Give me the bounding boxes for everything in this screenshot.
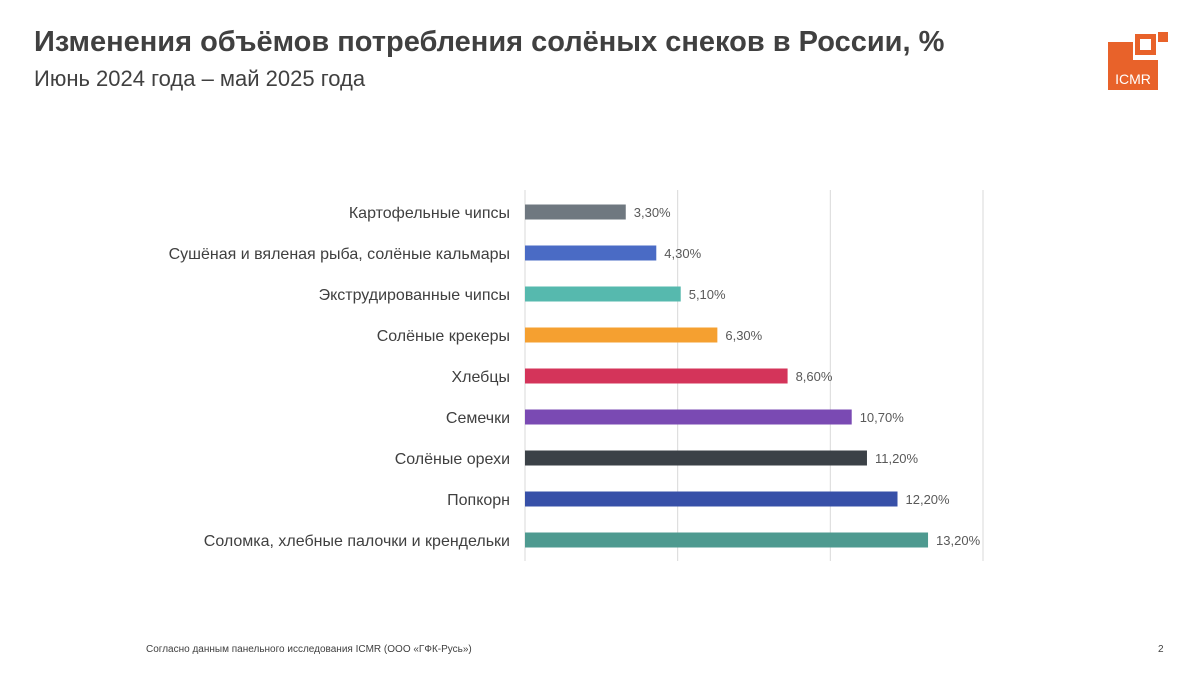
data-label: 3,30% xyxy=(634,205,671,220)
category-label: Экструдированные чипсы xyxy=(319,287,510,304)
data-label: 12,20% xyxy=(906,492,951,507)
bars xyxy=(525,204,929,548)
bar xyxy=(525,368,788,384)
category-label: Семечки xyxy=(446,410,510,427)
data-label: 13,20% xyxy=(936,533,981,548)
category-label: Картофельные чипсы xyxy=(349,205,510,222)
logo-square-small xyxy=(1158,32,1168,42)
data-label: 8,60% xyxy=(796,369,833,384)
bar xyxy=(525,532,929,548)
category-label: Солёные крекеры xyxy=(377,328,510,345)
page-subtitle: Июнь 2024 года – май 2025 года xyxy=(34,66,366,91)
category-label: Хлебцы xyxy=(451,369,510,386)
data-label: 10,70% xyxy=(860,410,905,425)
bar xyxy=(525,286,681,302)
footnote: Согласно данным панельного исследования … xyxy=(146,644,472,655)
data-label: 6,30% xyxy=(725,328,762,343)
category-labels: Картофельные чипсы Сушёная и вяленая рыба… xyxy=(169,205,510,550)
data-label: 5,10% xyxy=(689,287,726,302)
bar xyxy=(525,245,657,261)
page-title: Изменения объёмов потребления солёных сн… xyxy=(34,26,945,58)
data-label: 4,30% xyxy=(664,246,701,261)
category-label: Солёные орехи xyxy=(395,451,510,468)
category-label: Попкорн xyxy=(447,492,510,509)
page-number: 2 xyxy=(1158,644,1164,655)
bar xyxy=(525,327,718,343)
bar xyxy=(525,491,898,507)
logo-square-inner xyxy=(1140,39,1151,50)
category-label: Сушёная и вяленая рыба, солёные кальмары xyxy=(169,246,510,263)
icmr-logo: ICMR xyxy=(1108,32,1168,92)
bar xyxy=(525,409,852,425)
value-labels: 3,30% 4,30% 5,10% 6,30% 8,60% 10,70% 11,20% 12,… xyxy=(634,205,981,548)
logo-text: ICMR xyxy=(1115,71,1151,87)
bar xyxy=(525,204,626,220)
category-label: Соломка, хлебные палочки и крендельки xyxy=(204,533,510,550)
data-label: 11,20% xyxy=(875,451,919,466)
bar xyxy=(525,450,867,466)
